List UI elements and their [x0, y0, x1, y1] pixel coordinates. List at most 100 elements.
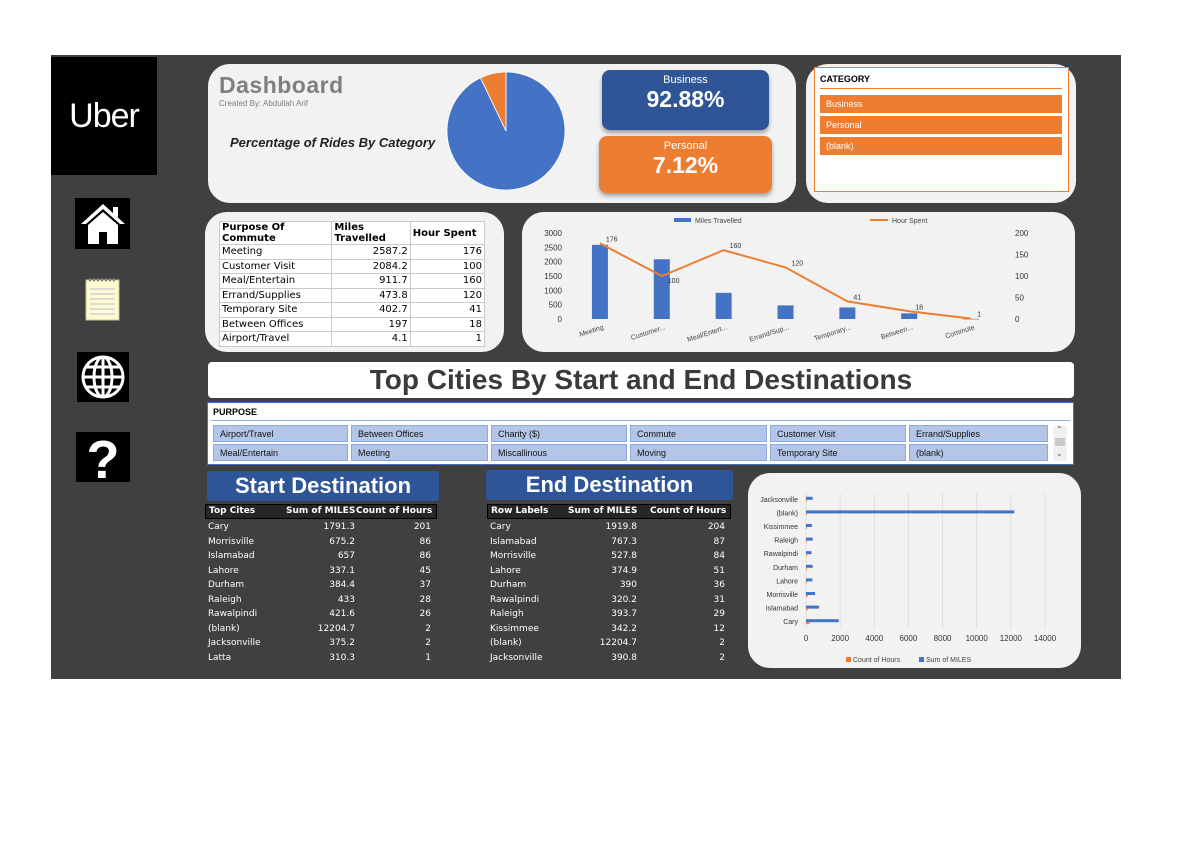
data-label: 100 — [668, 278, 680, 285]
table-row: Rawalpindi 421.6 26 — [205, 607, 437, 622]
purpose-slicer-item[interactable]: Customer Visit — [770, 425, 906, 442]
table-cell: 2084.2 — [331, 258, 411, 274]
table-row: Temporary Site 402.7 41 — [218, 302, 486, 318]
purpose-slicer-item[interactable]: Moving — [630, 444, 767, 461]
table-row: Lahore 337.1 45 — [205, 564, 437, 579]
dest-table-header: Row Labels Sum of MILES Count of Hours — [487, 504, 731, 519]
page-title: Dashboard — [219, 72, 344, 98]
table-cell: 375.2 — [329, 638, 355, 648]
purpose-slicer-item[interactable]: Temporary Site — [770, 444, 906, 461]
table-cell: 86 — [419, 536, 431, 547]
table-cell: 402.7 — [331, 302, 411, 318]
header-card: Dashboard Created By: Abdullah Arif Perc… — [208, 64, 796, 203]
data-label: 41 — [853, 294, 861, 301]
hours-bar-mark — [806, 499, 807, 502]
purpose-slicer-item[interactable]: Commute — [630, 425, 767, 442]
scroll-up-icon[interactable]: ⌃ — [1056, 425, 1063, 434]
bar-mark — [963, 318, 980, 320]
home-icon[interactable] — [75, 198, 130, 249]
y-tick-label: 0 — [558, 315, 563, 324]
x-tick-label: 14000 — [1034, 634, 1057, 643]
miles-bar-mark — [806, 564, 813, 568]
bar-mark — [653, 259, 670, 319]
commute-table-header: Purpose Of Commute — [218, 221, 333, 245]
table-cell: 18 — [409, 316, 486, 332]
purpose-slicer-item[interactable]: Airport/Travel — [213, 425, 348, 442]
table-cell: 1 — [425, 652, 431, 663]
table-cell: Cary — [490, 522, 511, 532]
table-cell: 31 — [713, 594, 725, 605]
table-cell: 2 — [425, 623, 431, 634]
commute-table-header: Miles Travelled — [331, 221, 411, 245]
table-row: Jacksonville 390.8 2 — [487, 651, 731, 666]
table-cell: 320.2 — [611, 594, 637, 605]
table-cell: 342.2 — [611, 623, 637, 634]
purpose-slicer-item[interactable]: Charity ($) — [491, 425, 627, 442]
data-label: 176 — [606, 236, 618, 243]
y-tick-label: Cary — [783, 619, 798, 626]
purpose-slicer-title: PURPOSE — [213, 407, 258, 417]
table-cell: Islamabad — [208, 551, 255, 561]
table-cell: Jacksonville — [208, 638, 261, 648]
table-cell: (blank) — [208, 623, 240, 634]
table-row: Raleigh 393.7 29 — [487, 607, 731, 622]
table-cell: 28 — [419, 594, 431, 605]
table-cell: 29 — [713, 609, 725, 619]
bar-mark — [715, 292, 732, 319]
table-cell: 390 — [619, 580, 637, 590]
purpose-slicer-item[interactable]: Errand/Supplies — [909, 425, 1048, 442]
y2-tick-label: 50 — [1015, 294, 1024, 303]
x-tick-label: Commute — [945, 324, 976, 340]
y2-tick-label: 0 — [1015, 315, 1020, 324]
help-icon[interactable]: ? — [76, 432, 130, 482]
miles-bar-mark — [806, 537, 813, 541]
table-cell: 2587.2 — [331, 244, 411, 260]
table-cell: 384.4 — [329, 580, 355, 590]
hours-bar-mark — [806, 554, 807, 557]
commute-table-card: Purpose Of Commute Miles Travelled Hour Sp… — [205, 212, 504, 352]
uber-logo: Uber — [51, 57, 157, 175]
legend-swatch — [846, 657, 851, 662]
end-destination-banner: End Destination — [486, 470, 733, 500]
scroll-down-icon[interactable]: ⌄ — [1056, 449, 1063, 458]
y-tick-label: 1000 — [544, 286, 562, 295]
table-cell: 2 — [719, 638, 725, 648]
y-tick-label: Durham — [773, 565, 798, 572]
dest-table-header-label: Top Cites — [209, 506, 256, 516]
table-cell: 201 — [413, 522, 431, 532]
dashboard-canvas: Uber ? — [51, 55, 1121, 679]
table-cell: Meal/Entertain — [218, 273, 333, 289]
start-destination-table: Top Cites Sum of MILES Count of Hours Cary 1… — [205, 504, 439, 666]
purpose-slicer-item[interactable]: (blank) — [909, 444, 1048, 461]
y2-tick-label: 200 — [1015, 229, 1029, 238]
bar-mark — [901, 313, 918, 319]
x-tick-label: 10000 — [966, 634, 989, 643]
slicer-item-business[interactable]: Business — [820, 95, 1062, 113]
x-tick-label: 8000 — [934, 634, 952, 643]
slicer-item-personal[interactable]: Personal — [820, 116, 1062, 134]
table-cell: 12 — [713, 623, 725, 634]
table-row: (blank) 12204.7 2 — [487, 636, 731, 651]
table-row: Morrisville 675.2 86 — [205, 535, 437, 550]
table-cell: Raleigh — [208, 594, 242, 605]
table-row: Meal/Entertain 911.7 160 — [218, 273, 486, 289]
purpose-slicer-item[interactable]: Meeting — [351, 444, 488, 461]
notepad-icon[interactable] — [85, 277, 120, 321]
purpose-slicer-item[interactable]: Between Offices — [351, 425, 488, 442]
legend-swatch — [674, 218, 691, 222]
table-cell: Latta — [208, 652, 232, 663]
combo-chart-card: Miles Travelled Hour Spent 3000 2500 2000 150… — [522, 212, 1075, 352]
purpose-slicer-item[interactable]: Meal/Entertain — [213, 444, 348, 461]
purpose-slicer-item[interactable]: Miscallinous — [491, 444, 627, 461]
globe-icon[interactable] — [77, 352, 129, 402]
end-city-chart-card: 0 2000 4000 6000 8000 10000 12000 14000 Jacksonv… — [748, 473, 1081, 668]
y2-tick-label: 150 — [1015, 251, 1029, 260]
purpose-scrollbar[interactable]: ⌃ ⌄ — [1053, 425, 1067, 461]
category-slicer-title: CATEGORY — [820, 74, 871, 84]
miles-bar-mark — [806, 619, 839, 623]
table-cell: 41 — [409, 302, 486, 318]
slicer-item-blank[interactable]: (blank) — [820, 137, 1062, 155]
table-cell: 657 — [337, 551, 355, 561]
miles-bar-mark — [806, 510, 1015, 514]
scroll-thumb[interactable] — [1055, 438, 1065, 446]
